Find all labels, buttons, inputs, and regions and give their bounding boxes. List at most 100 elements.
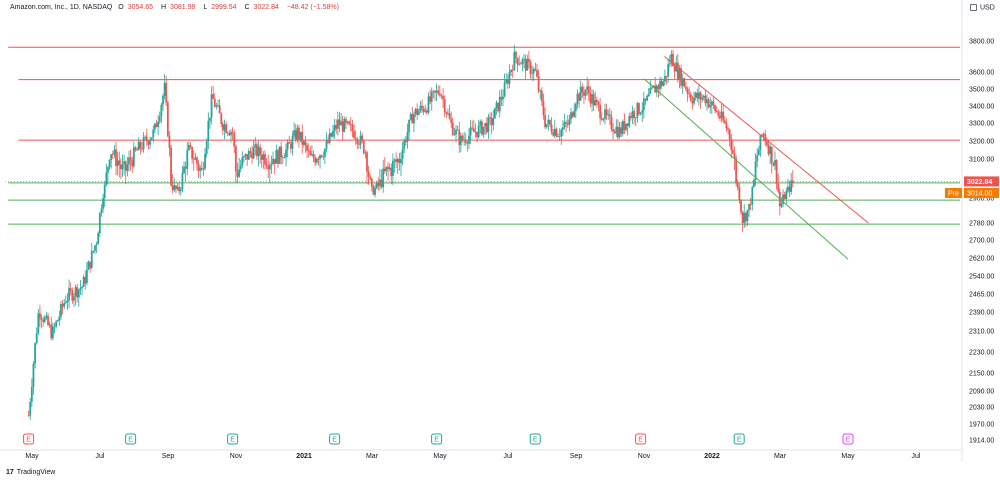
y-tick-label: 2900.00	[969, 196, 994, 203]
close-label: C	[244, 4, 250, 11]
candle-body	[246, 154, 249, 160]
candle-body	[403, 140, 406, 150]
symbol-name[interactable]: Amazon.com, Inc., 1D, NASDAQ	[10, 4, 113, 11]
candle-body	[540, 90, 543, 102]
candle-body	[136, 149, 138, 151]
candle-body	[98, 212, 101, 233]
candle-body	[558, 136, 561, 137]
earnings-marker	[23, 433, 35, 445]
candle-body	[387, 166, 389, 170]
candle-body	[438, 93, 441, 96]
earnings-marker	[733, 433, 745, 445]
candle-body	[731, 149, 734, 154]
candle-body	[47, 315, 49, 326]
candle-body	[447, 113, 449, 114]
candle-body	[644, 98, 647, 101]
candle-body	[307, 150, 310, 152]
candle-body	[150, 137, 153, 141]
candle-body	[327, 140, 330, 143]
candle-body	[725, 123, 728, 129]
candle-body	[335, 125, 338, 129]
candle-body	[275, 150, 278, 164]
x-tick-label: May	[25, 453, 39, 460]
candle-body	[455, 129, 457, 135]
candle-body	[137, 141, 140, 151]
candle-body	[111, 154, 114, 156]
candle-body	[728, 129, 731, 139]
candle-body	[607, 114, 610, 116]
candle-body	[30, 387, 33, 402]
candle-body	[102, 198, 104, 209]
candle-body	[521, 59, 524, 65]
candle-body	[97, 232, 100, 245]
candle-body	[592, 94, 595, 106]
candle-body	[717, 111, 720, 116]
candle-body	[550, 124, 553, 133]
candle-body	[322, 156, 325, 158]
candle-body	[471, 127, 474, 129]
candle-body	[668, 63, 671, 65]
candle-body	[702, 95, 705, 98]
candle-body	[481, 121, 483, 135]
candle-body	[291, 136, 294, 149]
candle-body	[64, 302, 67, 304]
candle-body	[89, 261, 92, 268]
candle-body	[142, 137, 145, 150]
tradingview-logo[interactable]: 17 TradingView	[6, 469, 55, 476]
candle-body	[701, 97, 704, 100]
candle-body	[128, 157, 130, 165]
candle-body	[160, 104, 163, 117]
candle-body	[581, 86, 584, 93]
candle-body	[639, 113, 642, 115]
candle-body	[356, 138, 359, 144]
candle-body	[557, 136, 559, 137]
candle-body	[61, 303, 64, 307]
candle-body	[474, 131, 477, 133]
candle-body	[571, 112, 574, 117]
candle-body	[383, 168, 386, 172]
candle-body	[466, 142, 469, 144]
candle-body	[71, 290, 74, 301]
earnings-marker-label: E	[737, 437, 742, 444]
candle-body	[651, 87, 653, 89]
candle-body	[251, 152, 253, 159]
candle-body	[685, 86, 687, 89]
candle-body	[612, 129, 614, 132]
candle-body	[262, 154, 265, 160]
trendline-downtrend-resistance	[664, 56, 869, 224]
candle-body	[421, 105, 423, 109]
earnings-marker-label: E	[533, 437, 538, 444]
close-value: 3022.84	[253, 4, 279, 11]
candle-body	[354, 137, 357, 139]
candle-body	[714, 105, 716, 112]
candle-body	[628, 116, 631, 127]
candle-body	[228, 133, 231, 136]
candle-body	[165, 82, 168, 103]
candle-body	[255, 144, 258, 157]
candle-body	[586, 86, 589, 90]
y-tick-label: 2620.00	[969, 256, 994, 263]
y-tick-label: 2310.00	[969, 329, 994, 336]
currency-selector[interactable]: USD	[970, 4, 995, 11]
candle-body	[508, 72, 511, 84]
candle-body	[417, 110, 420, 115]
candle-body	[157, 121, 160, 128]
candle-body	[34, 343, 36, 364]
x-tick-label: Nov	[638, 453, 651, 460]
candle-body	[76, 287, 79, 298]
earnings-marker	[842, 433, 854, 445]
y-tick-label: 3200.00	[969, 139, 994, 146]
candle-body	[748, 204, 750, 211]
candle-body	[761, 134, 763, 136]
candle-body	[676, 62, 679, 80]
candle-body	[545, 124, 548, 128]
candle-body	[709, 104, 712, 108]
candle-body	[85, 269, 88, 284]
candle-body	[199, 168, 202, 171]
candle-body	[108, 160, 111, 168]
candle-body	[568, 119, 571, 125]
candle-body	[495, 102, 498, 109]
candle-body	[309, 151, 312, 156]
